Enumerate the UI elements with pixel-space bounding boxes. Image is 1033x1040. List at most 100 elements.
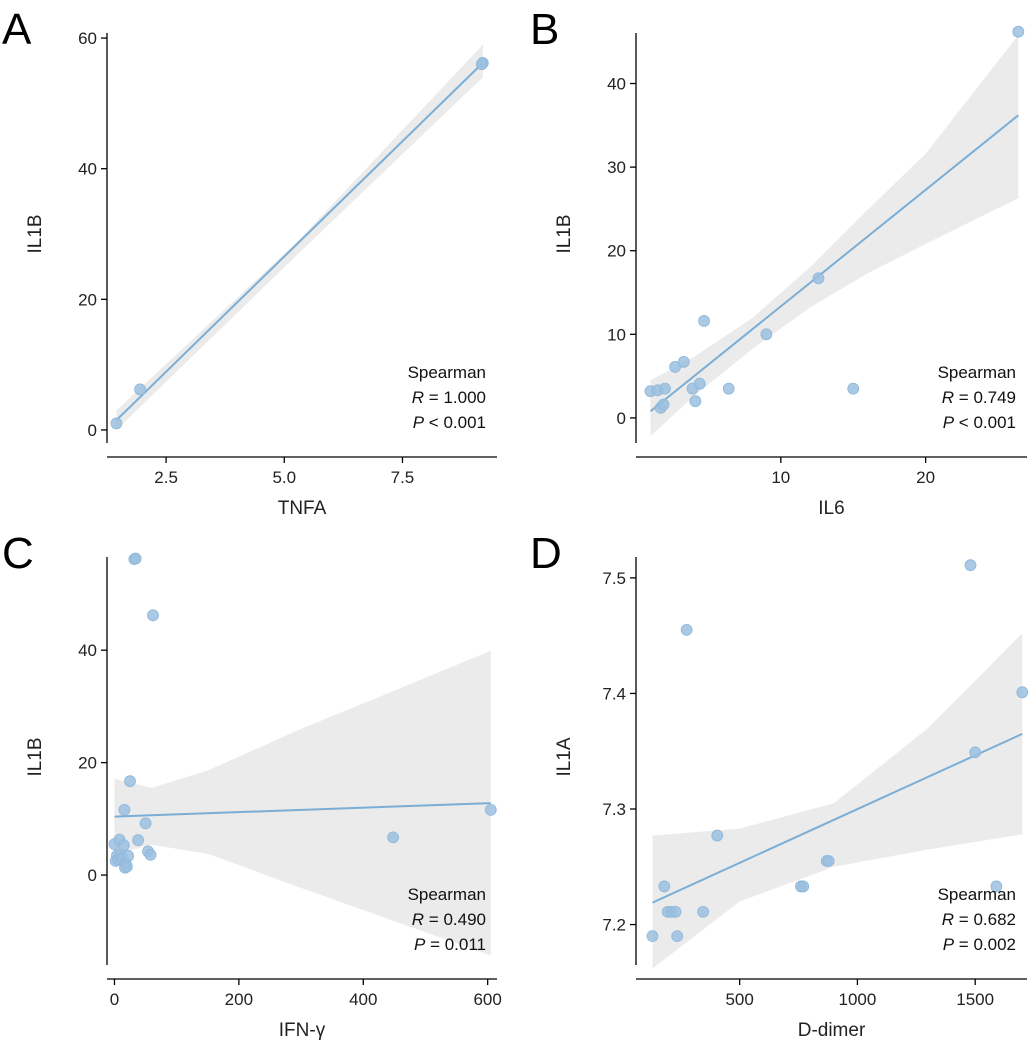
panel-d-y-tick-label-0: 7.2 bbox=[602, 916, 626, 935]
panel-b-y-tick-label-0: 0 bbox=[617, 409, 626, 428]
panel-b-y-tick-label-2: 20 bbox=[607, 242, 626, 261]
panel-a-x-tick-label-2: 7.5 bbox=[391, 468, 415, 487]
panel-a-point-3 bbox=[475, 58, 488, 71]
panel-d-stat-p-label: P bbox=[943, 935, 955, 954]
panel-b-point-6 bbox=[677, 356, 690, 368]
panel-a-y-axis-title: IL1B bbox=[25, 214, 46, 253]
panel-b-stat-p-label: P bbox=[943, 413, 955, 432]
panel-d-stat-p: P = 0.002 bbox=[943, 935, 1016, 954]
panel-a-y-tick-label-0: 0 bbox=[88, 421, 97, 440]
panel-d-point-12 bbox=[822, 855, 835, 867]
panel-c-point-17 bbox=[139, 817, 152, 830]
panel-c-point-12 bbox=[122, 850, 135, 862]
panel-c-y-tick-label-1: 20 bbox=[78, 754, 97, 773]
panel-a-stat-p-label: P bbox=[413, 413, 425, 432]
panel-c-point-20 bbox=[147, 609, 159, 622]
panel-d-ci-band bbox=[652, 633, 1023, 969]
panel-b-y-tick-label-3: 30 bbox=[607, 158, 626, 177]
panel-b: B 0 10 20 30 40 10 20 IL6 IL1B Spearman R = 0.749 P… bbox=[530, 5, 1027, 519]
panel-c-x-tick-label-1: 200 bbox=[225, 990, 253, 1009]
panel-b-point-3 bbox=[657, 398, 670, 411]
panel-a-x-tick-label-0: 2.5 bbox=[154, 468, 178, 487]
panel-b-x-tick-label-1: 20 bbox=[916, 468, 935, 487]
panel-a-y-tick-label-2: 40 bbox=[78, 160, 97, 179]
panel-a-letter: A bbox=[2, 5, 32, 54]
panel-c-stat-r: R = 0.490 bbox=[412, 910, 486, 929]
panel-b-point-14 bbox=[847, 382, 860, 395]
panel-d-point-7 bbox=[697, 905, 710, 918]
panel-d-point-1 bbox=[658, 880, 671, 893]
panel-b-stat-method: Spearman bbox=[938, 363, 1016, 382]
panel-b-point-5 bbox=[669, 361, 681, 373]
panel-d-point-16 bbox=[1016, 686, 1029, 699]
panel-d-stat-p-value: = 0.002 bbox=[954, 935, 1016, 954]
panel-b-stat-p-value: < 0.001 bbox=[954, 413, 1016, 432]
panel-b-point-15 bbox=[1012, 25, 1025, 38]
panel-d-stat-r-label: R bbox=[942, 910, 954, 929]
panel-d-x-axis-title: D-dimer bbox=[798, 1020, 866, 1040]
panel-b-point-4 bbox=[659, 382, 671, 395]
panel-c-stat-p-label: P bbox=[414, 935, 426, 954]
panel-a-stat-r: R = 1.000 bbox=[412, 388, 486, 407]
panel-a-stat-method: Spearman bbox=[408, 363, 486, 382]
panel-b-stat-r-value: = 0.749 bbox=[954, 388, 1016, 407]
panel-c-stat-p: P = 0.011 bbox=[414, 935, 486, 954]
panel-d: D 7.2 7.3 7.4 7.5 500 1000 1500 D-dimer IL1A Spea… bbox=[530, 529, 1029, 1040]
panel-c-x-tick-label-3: 600 bbox=[473, 990, 501, 1009]
panel-b-point-13 bbox=[812, 272, 825, 285]
panel-c-x-axis-title: IFN-γ bbox=[279, 1020, 326, 1040]
panel-c-x-tick-label-2: 400 bbox=[349, 990, 377, 1009]
panel-d-stat-r: R = 0.682 bbox=[942, 910, 1016, 929]
panel-c-point-13 bbox=[124, 775, 136, 788]
panel-b-stat-p: P < 0.001 bbox=[943, 413, 1016, 432]
panel-b-fit-line bbox=[649, 114, 1019, 413]
panel-b-point-8 bbox=[689, 395, 702, 408]
panel-d-y-tick-label-2: 7.4 bbox=[602, 684, 626, 703]
panel-a-ci-band bbox=[116, 44, 483, 430]
panel-a-stat-r-value: = 1.000 bbox=[424, 388, 486, 407]
panel-d-point-8 bbox=[711, 829, 724, 842]
panel-c-point-19 bbox=[144, 848, 157, 861]
panel-c-point-8 bbox=[118, 803, 131, 816]
panel-c-point-11 bbox=[121, 860, 133, 873]
panel-c-fit-line bbox=[114, 802, 491, 818]
panel-a-stat-r-label: R bbox=[412, 388, 424, 407]
panel-b-stat-r: R = 0.749 bbox=[942, 388, 1016, 407]
panel-c-point-7 bbox=[117, 839, 130, 852]
panel-d-x-tick-label-2: 1500 bbox=[956, 990, 994, 1009]
panel-c-y-axis-title: IL1B bbox=[25, 737, 46, 776]
panel-a-fit-line bbox=[115, 62, 484, 421]
panel-d-fit-line bbox=[652, 732, 1023, 904]
panel-c-point-15 bbox=[129, 552, 142, 565]
panel-d-y-axis-title: IL1A bbox=[554, 737, 575, 776]
panel-b-stat-r-label: R bbox=[942, 388, 954, 407]
panel-c-stat-method: Spearman bbox=[408, 885, 486, 904]
panel-b-point-12 bbox=[760, 328, 773, 341]
panel-a-y-tick-label-3: 60 bbox=[78, 29, 97, 48]
panel-c-stat-p-value: = 0.011 bbox=[425, 935, 486, 954]
panel-d-point-13 bbox=[964, 559, 977, 572]
panel-a-x-axis-title: TNFA bbox=[278, 498, 327, 519]
panel-a-y-tick-label-1: 20 bbox=[78, 290, 97, 309]
panel-d-point-4 bbox=[669, 905, 682, 918]
panel-d-letter: D bbox=[530, 529, 562, 578]
panel-b-letter: B bbox=[530, 5, 559, 54]
panel-a-point-0 bbox=[110, 417, 123, 430]
panel-b-x-tick-label-0: 10 bbox=[771, 468, 790, 487]
panel-b-y-axis-title: IL1B bbox=[554, 214, 575, 253]
panel-a-point-1 bbox=[134, 383, 146, 396]
panel-c-ci-band bbox=[114, 650, 491, 956]
panel-d-point-5 bbox=[671, 930, 684, 943]
panel-a-stat-p-value: < 0.001 bbox=[424, 413, 486, 432]
panel-c-y-tick-label-2: 40 bbox=[78, 641, 97, 660]
panel-c-point-21 bbox=[387, 831, 400, 844]
panel-c-stat-r-value: = 0.490 bbox=[424, 910, 486, 929]
panel-c-y-tick-label-0: 0 bbox=[88, 866, 97, 885]
panel-a: A 0 20 40 60 2.5 5.0 7.5 TNFA IL1B Spearman R = 1.… bbox=[2, 5, 497, 519]
panel-d-y-tick-label-1: 7.3 bbox=[602, 800, 626, 819]
panel-c-letter: C bbox=[2, 529, 34, 578]
panel-b-y-tick-label-4: 40 bbox=[607, 75, 626, 94]
panel-d-y-tick-label-3: 7.5 bbox=[602, 569, 626, 588]
